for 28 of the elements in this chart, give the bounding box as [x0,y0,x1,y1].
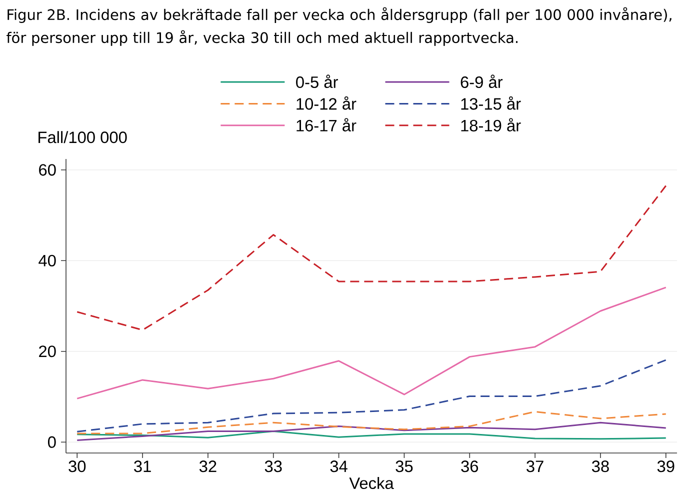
y-tick-label: 40 [38,254,56,266]
legend-label: 13-15 år [461,96,521,110]
legend-label: 18-19 år [461,118,521,132]
x-tick-label: 32 [199,460,216,472]
line-series [76,286,667,400]
x-tick-label: 38 [592,460,609,472]
line-series [76,410,667,434]
legend-label: 6-9 år [460,74,503,88]
legend-label: 0-5 år [296,74,338,88]
line-series [76,359,667,432]
y-tick-label: 60 [39,164,56,176]
x-tick-label: 31 [134,460,151,472]
x-tick-label: 39 [657,460,674,472]
chart-title: Figur 2B. Incidens av bekräftade fall per vecka och åldersgrupp (fall per 100 000 invånare), för personer upp till 19 år, vecka 30 till och med aktuell rapportvecka. [6,7,672,46]
y-axis-title: Fall/100 000 [38,131,127,144]
x-tick-label: 37 [526,460,544,472]
y-tick-label: 0 [48,436,56,448]
legend-label: 10-12 år [296,96,356,110]
x-tick-label: 36 [461,460,478,472]
line-series [76,430,667,440]
x-tick-label: 34 [330,460,348,472]
x-tick-label: 30 [68,460,86,472]
x-tick-label: 35 [396,460,413,472]
x-axis-title: Vecka [349,477,394,490]
line-series [76,422,667,442]
y-tick-label: 20 [39,346,56,358]
legend-label: 16-17 år [296,118,356,132]
x-tick-label: 33 [264,460,282,472]
